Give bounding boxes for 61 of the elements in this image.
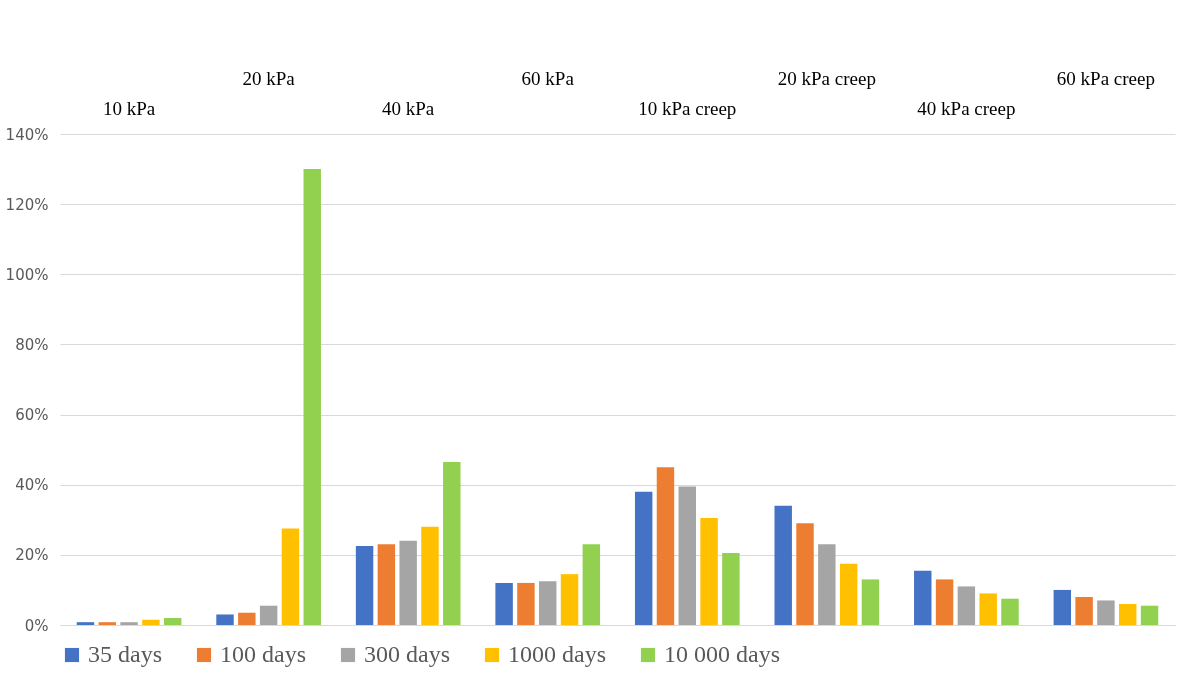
bar (377, 544, 396, 625)
bar (582, 544, 601, 625)
bar (656, 467, 675, 625)
x-tick-label: 40 kPa (382, 98, 435, 119)
bar (700, 518, 718, 625)
bar (1140, 605, 1159, 625)
bar (303, 169, 321, 625)
legend-label: 300 days (364, 641, 450, 667)
x-tick-label: 10 kPa creep (638, 98, 737, 119)
bar (1119, 603, 1137, 625)
bar (517, 582, 535, 625)
y-tick-label: 100% (5, 265, 49, 284)
bar (634, 491, 653, 625)
y-tick-label: 120% (5, 195, 49, 214)
legend-label: 10 000 days (664, 641, 780, 667)
bar (1053, 589, 1072, 625)
x-tick-label: 60 kPa (521, 68, 575, 89)
bar (281, 528, 300, 625)
bar (774, 505, 792, 625)
bar (443, 461, 461, 625)
bar (98, 622, 116, 625)
bar (120, 622, 138, 625)
bar (142, 619, 160, 625)
bar (678, 486, 696, 625)
y-tick-label: 20% (15, 546, 49, 565)
bar (818, 544, 836, 625)
bar (495, 582, 513, 625)
legend-label: 35 days (88, 641, 162, 667)
bar (259, 605, 278, 625)
y-tick-label: 80% (15, 335, 49, 354)
y-tick-label: 140% (5, 125, 49, 144)
bar (76, 622, 95, 625)
x-tick-label: 20 kPa creep (777, 68, 876, 89)
x-tick-label: 60 kPa creep (1056, 68, 1155, 89)
bar (163, 617, 182, 625)
bar (1001, 598, 1019, 625)
x-tick-label: 40 kPa creep (917, 98, 1016, 119)
bar (560, 574, 579, 625)
bar (979, 593, 997, 625)
bar (238, 612, 256, 625)
bar (935, 579, 954, 625)
bar (796, 523, 814, 625)
bar (421, 526, 439, 625)
y-tick-label: 0% (24, 616, 49, 635)
bar (839, 563, 858, 625)
x-tick-label: 10 kPa (102, 98, 156, 119)
y-tick-label: 40% (15, 476, 49, 495)
bar (355, 546, 374, 625)
bar (1097, 600, 1115, 625)
bar (861, 579, 880, 625)
bar (216, 614, 234, 625)
bar (1075, 596, 1093, 625)
y-tick-label: 60% (15, 406, 49, 425)
x-tick-label: 20 kPa (242, 68, 296, 89)
bar (914, 570, 932, 625)
bar (957, 586, 976, 625)
legend-label: 1000 days (508, 641, 606, 667)
bar (539, 581, 557, 625)
bar (399, 540, 417, 625)
bar (722, 553, 740, 625)
legend-label: 100 days (220, 641, 306, 667)
